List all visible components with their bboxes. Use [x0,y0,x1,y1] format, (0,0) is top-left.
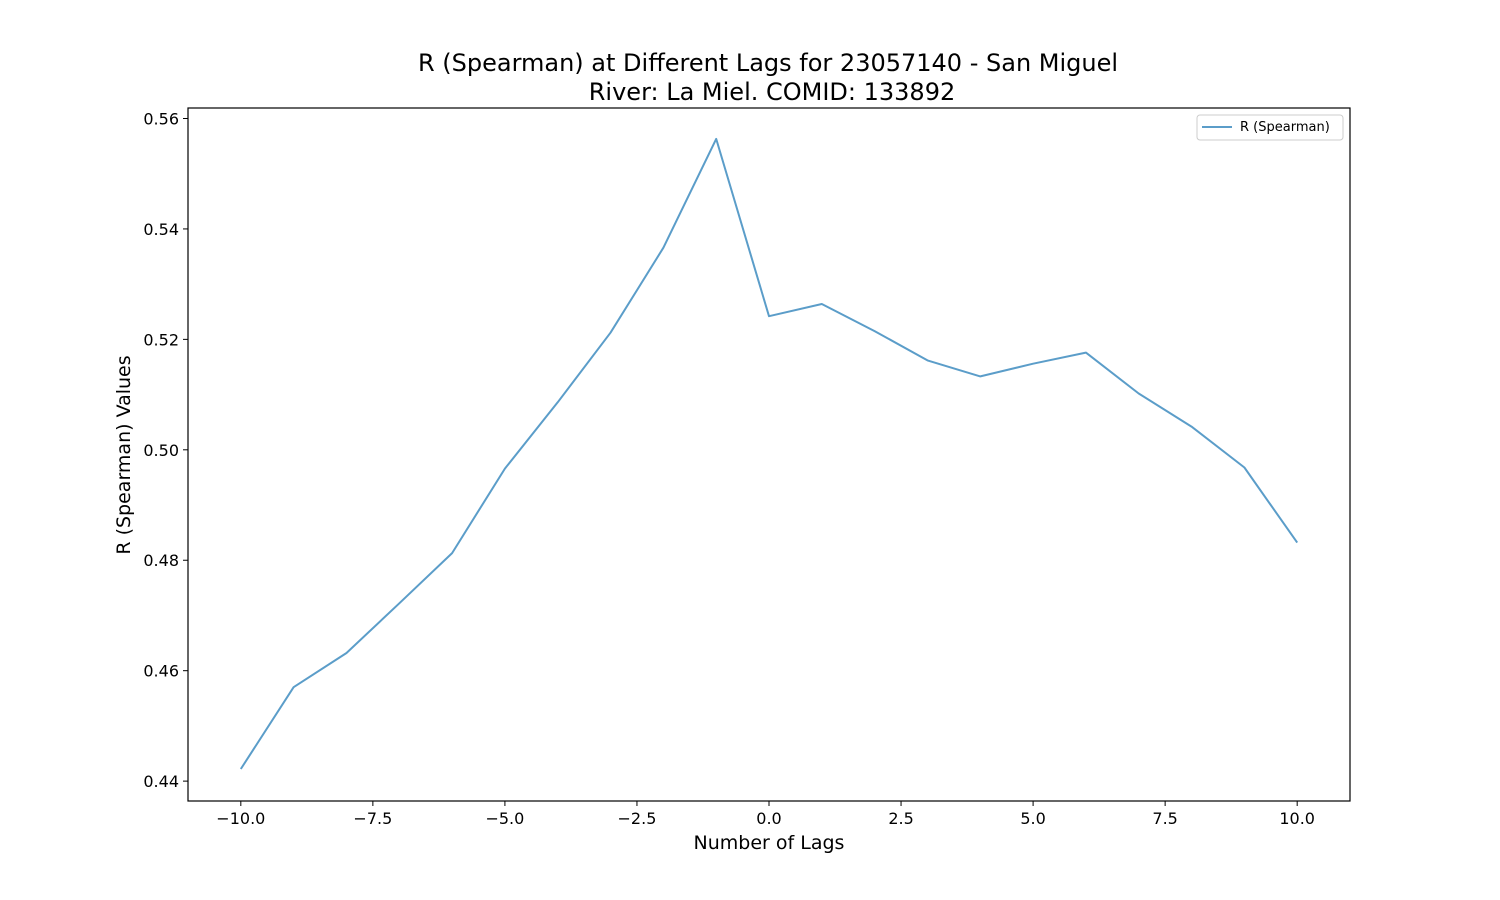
legend: R (Spearman) [1196,114,1344,141]
x-tick-label: 0.0 [756,809,781,828]
x-tick-label: −10.0 [216,809,265,828]
x-axis-label: Number of Lags [694,832,845,854]
x-tick-label: −2.5 [618,809,657,828]
y-tick-label: 0.56 [143,109,179,128]
x-tick-label: −5.0 [485,809,524,828]
y-axis-label: R (Spearman) Values [113,355,135,554]
x-tick-label: 7.5 [1152,809,1177,828]
y-tick-label: 0.50 [143,441,179,460]
y-axis: 0.44 0.46 0.48 0.50 0.52 0.54 0.56 [143,109,188,791]
x-tick-label: 10.0 [1279,809,1315,828]
x-tick-label: 5.0 [1020,809,1045,828]
plot-area [187,107,1351,802]
series-layer [239,137,1299,770]
legend-box [1196,114,1344,141]
y-tick-label: 0.48 [143,551,179,570]
chart-title-line-2: River: La Miel. COMID: 133892 [589,78,956,106]
y-tick-label: 0.46 [143,662,179,681]
y-tick-label: 0.52 [143,330,179,349]
legend-label: R (Spearman) [1240,120,1330,135]
y-tick-label: 0.54 [143,220,179,239]
chart-title-line-1: R (Spearman) at Different Lags for 23057… [418,49,1118,77]
x-axis: −10.0 −7.5 −5.0 −2.5 0.0 2.5 5.0 7.5 10.0 [216,801,1315,828]
series-line-r-spearman [239,137,1299,770]
y-tick-label: 0.44 [143,772,179,791]
x-tick-label: −7.5 [353,809,392,828]
x-tick-label: 2.5 [888,809,913,828]
